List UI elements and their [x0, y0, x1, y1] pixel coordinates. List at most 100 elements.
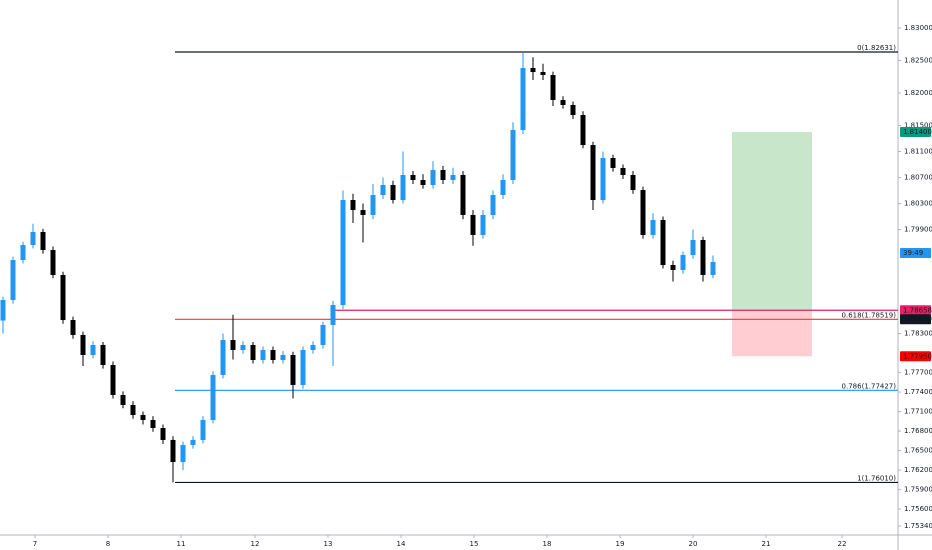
- candle-body: [450, 174, 456, 181]
- y-tick-label: 1.75340: [904, 522, 932, 530]
- price-tag-label: 1.77950: [903, 352, 932, 360]
- candle-body: [300, 349, 306, 385]
- candle-body: [410, 174, 416, 181]
- candle-body: [90, 344, 96, 356]
- candle-body: [700, 240, 706, 275]
- level-label: 0.618(1.78519): [842, 311, 897, 319]
- candle-body: [470, 214, 476, 235]
- candle-body: [420, 180, 426, 186]
- candle-body: [60, 274, 66, 321]
- candle-body: [30, 232, 36, 246]
- candle-body: [680, 255, 686, 270]
- y-tick-label: 1.80700: [904, 174, 932, 182]
- candle-body: [210, 375, 216, 421]
- profit-zone: [732, 132, 812, 311]
- candle-body: [40, 232, 46, 251]
- y-tick-label: 1.76800: [904, 427, 932, 435]
- price-tag-label: 1.81400: [903, 128, 932, 136]
- y-tick-label: 1.82000: [904, 89, 932, 97]
- candle-body: [220, 339, 226, 376]
- y-tick-label: 1.76500: [904, 447, 932, 455]
- x-tick-label: 7: [33, 540, 37, 548]
- candle-body: [670, 265, 676, 270]
- candle-body: [500, 180, 506, 196]
- candle-body: [270, 349, 276, 361]
- x-tick-label: 15: [470, 540, 479, 548]
- candle-body: [370, 195, 376, 215]
- y-tick-label: 1.81100: [904, 148, 932, 156]
- y-tick-label: 1.76200: [904, 466, 932, 474]
- candle-body: [130, 404, 136, 416]
- candle-body: [540, 72, 546, 76]
- candle-body: [690, 240, 696, 256]
- candle-body: [350, 200, 356, 211]
- candle-body: [360, 210, 366, 215]
- y-tick-label: 1.77700: [904, 369, 932, 377]
- candle-body: [660, 219, 666, 266]
- candle-body: [140, 415, 146, 421]
- candle-body: [650, 219, 656, 235]
- x-tick-label: 13: [324, 540, 333, 548]
- level-label: 0.786(1.77427): [842, 382, 897, 390]
- candle-body: [110, 365, 116, 395]
- loss-zone: [732, 310, 812, 357]
- candle-body: [260, 349, 266, 361]
- x-tick-label: 22: [838, 540, 847, 548]
- candle-body: [320, 324, 326, 345]
- price-tag-label: 1.78650: [903, 315, 932, 323]
- x-tick-label: 18: [543, 540, 552, 548]
- y-tick-label: 1.78300: [904, 330, 932, 338]
- candle-body: [590, 145, 596, 201]
- x-tick-label: 19: [616, 540, 625, 548]
- y-tick-label: 1.75600: [904, 505, 932, 513]
- candle-body: [630, 174, 636, 191]
- candle-body: [580, 114, 586, 146]
- candle-body: [530, 67, 536, 73]
- y-tick-label: 1.82500: [904, 57, 932, 65]
- level-label: 0(1.82631): [857, 44, 896, 52]
- x-tick-label: 14: [397, 540, 406, 548]
- candle-body: [390, 185, 396, 201]
- y-tick-label: 1.81500: [904, 122, 932, 130]
- candle-body: [480, 214, 486, 235]
- candle-body: [170, 439, 176, 463]
- candle-body: [20, 245, 26, 261]
- candle-body: [560, 99, 566, 105]
- candle-body: [160, 428, 166, 440]
- candle-body: [340, 200, 346, 306]
- candle-body: [0, 300, 6, 321]
- x-tick-label: 8: [106, 540, 110, 548]
- candle-body: [610, 158, 616, 168]
- candle-body: [80, 334, 86, 356]
- x-tick-label: 12: [251, 540, 260, 548]
- candle-body: [310, 344, 316, 350]
- price-tag-label: 39:49: [903, 249, 923, 257]
- candle-body: [50, 250, 56, 275]
- candle-body: [280, 355, 286, 361]
- candle-body: [550, 75, 556, 100]
- candle-body: [230, 339, 236, 350]
- candle-body: [440, 169, 446, 181]
- candle-body: [510, 130, 516, 181]
- y-tick-label: 1.79900: [904, 226, 932, 234]
- candle-body: [250, 344, 256, 361]
- y-tick-label: 1.83000: [904, 24, 932, 32]
- candle-body: [240, 344, 246, 350]
- candle-body: [100, 344, 106, 366]
- candle-body: [380, 185, 386, 196]
- candle-body: [70, 320, 76, 335]
- y-tick-label: 1.80300: [904, 200, 932, 208]
- candle-body: [710, 261, 716, 275]
- candle-body: [150, 420, 156, 429]
- y-tick-label: 1.75900: [904, 486, 932, 494]
- candle-body: [460, 174, 466, 215]
- candle-body: [570, 104, 576, 115]
- candle-body: [10, 260, 16, 301]
- candle-body: [490, 195, 496, 215]
- level-label: 1(1.76010): [857, 474, 896, 482]
- price-tag: [900, 314, 931, 325]
- x-tick-label: 21: [762, 540, 771, 548]
- price-tag: [900, 248, 931, 259]
- x-tick-label: 11: [177, 540, 186, 548]
- candle-body: [200, 420, 206, 440]
